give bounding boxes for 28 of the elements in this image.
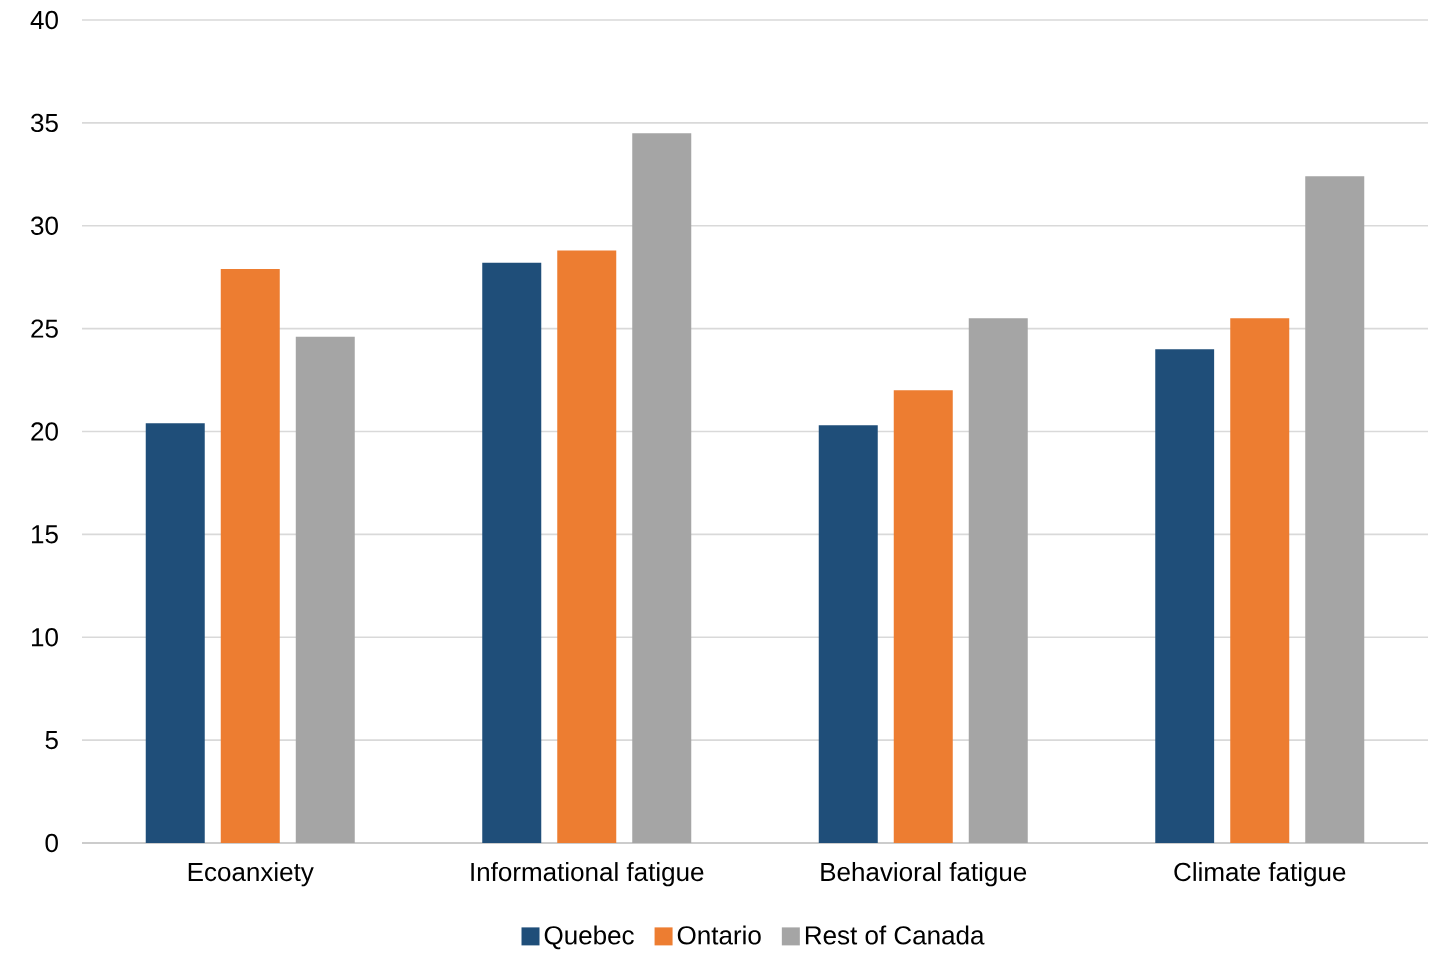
legend-label: Ontario xyxy=(677,925,761,945)
y-tick-label: 35 xyxy=(31,113,58,133)
bar xyxy=(220,268,280,843)
y-tick-label: 30 xyxy=(31,216,58,235)
bar xyxy=(482,262,542,843)
bar xyxy=(818,425,878,843)
y-tick-label: 40 xyxy=(30,10,58,30)
x-tick-label: Behavioral fatigue xyxy=(821,862,1027,887)
legend-label: Quebec xyxy=(544,925,634,950)
x-tick-label: Climate fatigue xyxy=(1174,862,1346,887)
bar xyxy=(145,423,205,843)
legend-label: Rest of Canada xyxy=(805,925,985,945)
x-tick-label: Informational fatigue xyxy=(471,862,704,887)
y-tick-label: 25 xyxy=(31,319,58,338)
bar xyxy=(632,133,692,843)
bar xyxy=(893,390,953,843)
x-tick-label: Ecoanxiety xyxy=(188,862,314,887)
y-tick-label: 20 xyxy=(31,422,58,441)
y-tick-label: 5 xyxy=(45,731,58,750)
bar xyxy=(968,318,1028,843)
y-tick-label: 10 xyxy=(31,628,58,647)
y-tick-label: 0 xyxy=(45,833,58,853)
bar xyxy=(1305,176,1365,843)
y-tick-label: 15 xyxy=(31,525,58,544)
bar xyxy=(557,250,617,843)
bar xyxy=(1155,349,1215,843)
bar xyxy=(295,336,355,843)
bar xyxy=(1230,318,1290,843)
